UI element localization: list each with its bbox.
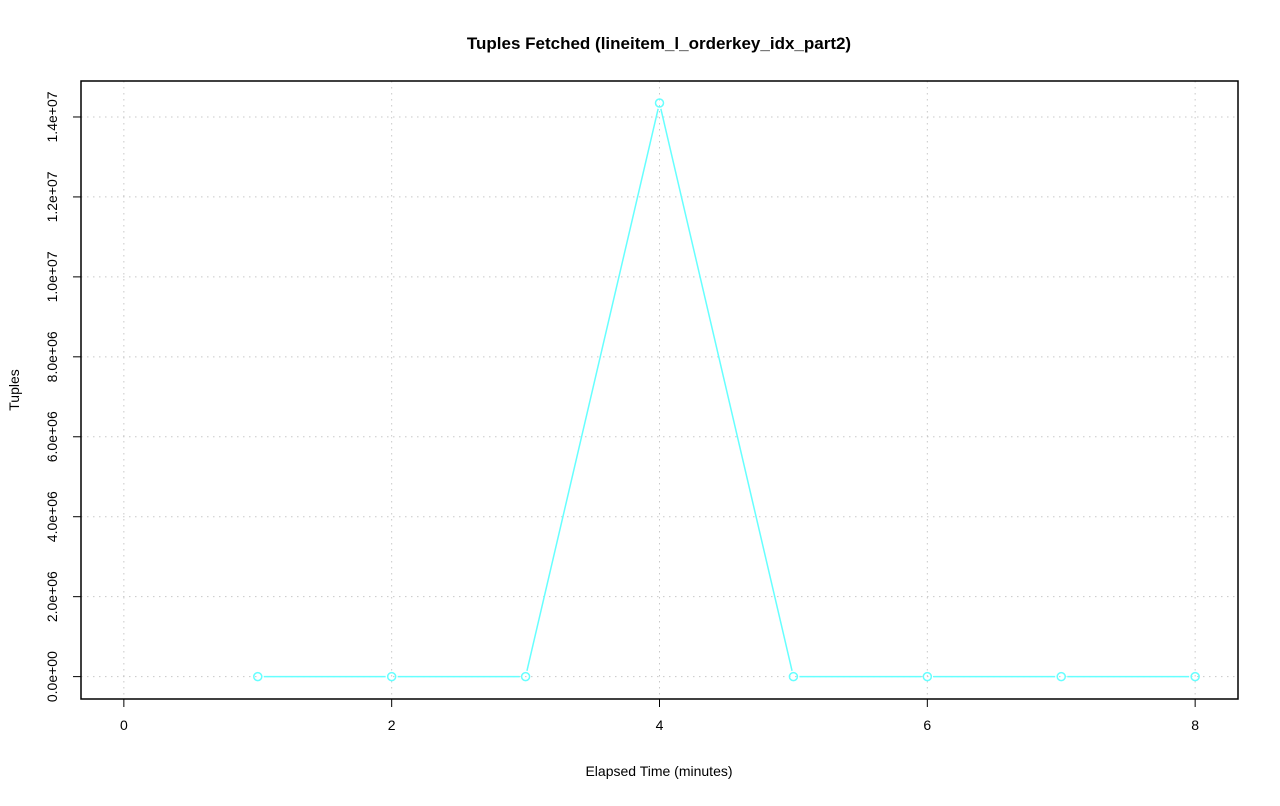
series: [253, 98, 1200, 682]
data-point: [654, 98, 665, 108]
axes: 0 2 4 6 8 0.0e+00 2.0e+06 4.0e+06 6.0e+06 8.0e+06…: [44, 91, 1199, 733]
x-tick-label: 6: [923, 717, 931, 733]
data-point: [922, 671, 933, 682]
data-point: [520, 671, 531, 682]
x-tick-label: 8: [1191, 717, 1199, 733]
x-tick-label: 2: [388, 717, 396, 733]
y-tick-label: 4.0e+06: [44, 491, 60, 542]
data-point: [1056, 671, 1066, 682]
y-axis-label: Tuples: [6, 369, 22, 411]
y-tick-label: 2.0e+06: [44, 571, 60, 622]
y-tick-label: 1.2e+07: [44, 171, 60, 222]
y-tick-label: 6.0e+06: [44, 411, 60, 462]
grid: [81, 81, 1238, 699]
chart-title: Tuples Fetched (lineitem_l_orderkey_idx_…: [467, 34, 851, 53]
data-point: [788, 671, 799, 682]
x-axis-label: Elapsed Time (minutes): [585, 763, 732, 779]
y-tick-label: 0.0e+00: [44, 651, 60, 702]
data-point: [253, 671, 263, 682]
y-tick-label: 8.0e+06: [44, 331, 60, 382]
x-tick-label: 0: [120, 717, 128, 733]
x-tick-label: 4: [656, 717, 664, 733]
data-point: [386, 671, 397, 682]
y-tick-label: 1.0e+07: [44, 251, 60, 302]
data-point: [1190, 671, 1200, 682]
y-tick-label: 1.4e+07: [44, 91, 60, 142]
series-line-segment: [660, 108, 793, 671]
series-line-segment: [526, 108, 659, 671]
plot-box: [80, 80, 1239, 700]
